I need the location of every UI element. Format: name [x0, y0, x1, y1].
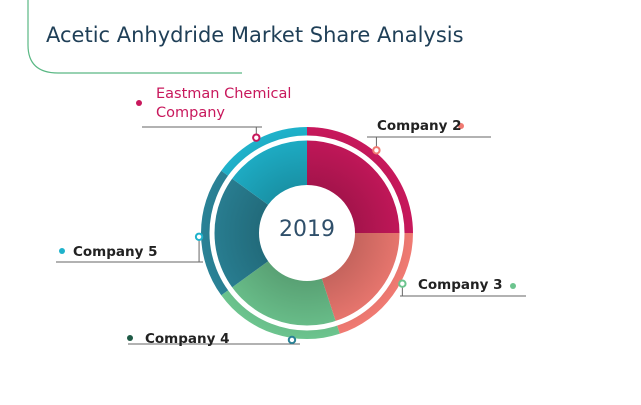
donut-ring [201, 127, 413, 339]
center-year-label: 2019 [279, 217, 335, 242]
label-dot-company-2 [458, 123, 464, 129]
slice-eastman-chemical-company [307, 127, 413, 233]
label-company-2: Company 2 [377, 118, 462, 134]
label-dot-company-4 [127, 335, 133, 341]
leader-marker-eastman-chemical-company [252, 133, 261, 142]
label-dot-eastman-chemical-company [136, 100, 142, 106]
separator-ring [209, 135, 405, 331]
label-dot-company-5 [59, 248, 65, 254]
slice-company-3 [221, 261, 340, 339]
leader-marker-company-5 [194, 232, 204, 241]
leader-marker-company-3 [398, 279, 407, 288]
label-eastman-chemical-company: Eastman Chemical Company [156, 86, 291, 121]
label-dot-company-3 [510, 283, 516, 289]
slice-company-5 [221, 127, 307, 205]
leader-marker-company-2 [372, 146, 381, 155]
chart-title: Acetic Anhydride Market Share Analysis [46, 23, 464, 47]
center-hole [260, 186, 354, 280]
label-company-3: Company 3 [418, 277, 503, 293]
slice-labels: Eastman Chemical Company Company 2 Company … [56, 86, 526, 347]
label-company-5: Company 5 [73, 244, 158, 260]
title-accent-line [27, 0, 242, 74]
slice-company-2 [321, 233, 413, 334]
leader-marker-company-4 [287, 335, 297, 345]
label-company-4: Company 4 [145, 331, 230, 347]
